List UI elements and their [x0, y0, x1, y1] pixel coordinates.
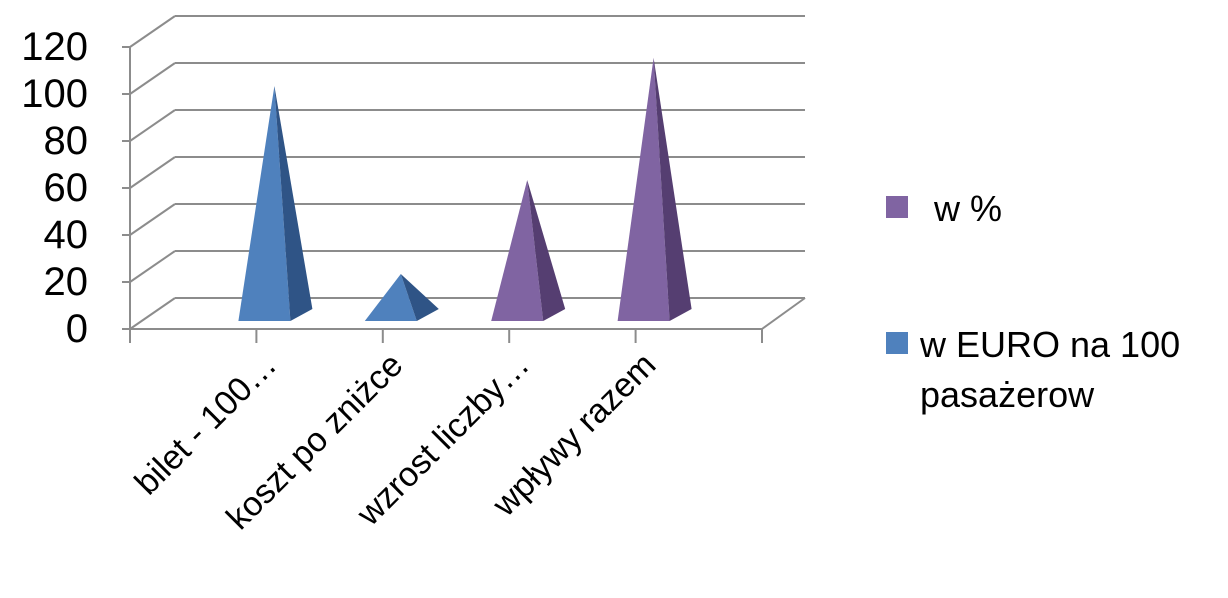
gridline-side — [129, 156, 176, 189]
gridlines — [129, 15, 805, 330]
y-tick-label: 80 — [44, 119, 89, 163]
gridline-side — [129, 62, 176, 95]
pyramid-side-face — [274, 86, 313, 321]
gridline-side — [129, 109, 176, 142]
legend-label-percent: w % — [934, 188, 1003, 229]
pyramid-side-face — [527, 180, 566, 321]
y-tick-label: 120 — [21, 25, 88, 69]
legend-label-euro: w EURO na 100 pasażerow — [920, 324, 1181, 415]
y-tick-label: 20 — [44, 260, 89, 304]
y-tick-label: 60 — [44, 166, 89, 210]
legend-swatch-percent — [886, 196, 908, 218]
floor-right-edge — [761, 297, 806, 330]
axes — [122, 46, 806, 343]
legend-item-euro: w EURO na 100 pasażerow — [886, 320, 1220, 420]
gridline-side — [129, 15, 176, 48]
gridline-side — [129, 250, 176, 283]
y-tick-label: 0 — [66, 307, 88, 351]
pyramid-side-face — [653, 57, 692, 322]
pyramid-front-face — [238, 86, 291, 321]
legend-item-percent: w % — [886, 184, 1228, 234]
pyramid-front-face — [364, 274, 417, 321]
gridline-side — [129, 203, 176, 236]
pyramid-front-face — [491, 180, 544, 321]
y-tick-label: 40 — [44, 213, 89, 257]
gridline-side — [129, 297, 176, 330]
pyramid-marks — [238, 57, 692, 322]
pyramid-front-face — [617, 57, 670, 322]
legend-swatch-euro — [886, 332, 908, 354]
y-tick-label: 100 — [21, 72, 88, 116]
pyramid-side-face — [400, 274, 439, 321]
